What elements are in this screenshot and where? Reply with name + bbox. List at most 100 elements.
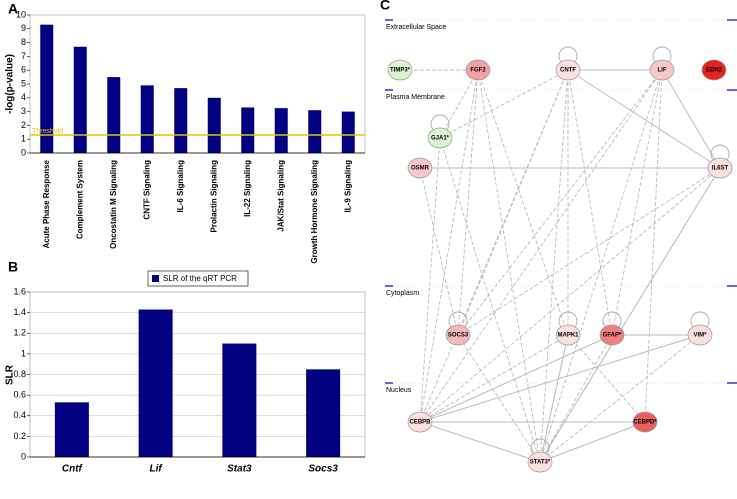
x-tick-label: Stat3 bbox=[227, 464, 252, 475]
bar bbox=[274, 108, 288, 153]
x-tick-label: IL-6 Signaling bbox=[176, 160, 185, 213]
y-tick-label: 0.2 bbox=[13, 431, 26, 441]
x-tick-label: CNTF Signaling bbox=[142, 160, 151, 220]
x-tick-label: Complement System bbox=[75, 160, 84, 239]
edge bbox=[419, 69, 663, 423]
bar bbox=[140, 85, 154, 153]
node bbox=[427, 127, 453, 149]
x-tick-label: Lif bbox=[150, 464, 164, 475]
edge bbox=[419, 334, 701, 423]
node bbox=[707, 157, 733, 179]
node-label: GJA1* bbox=[431, 136, 450, 142]
node-label: SOCS3 bbox=[448, 333, 469, 339]
node bbox=[387, 59, 413, 81]
y-tick-label: 0.4 bbox=[13, 410, 26, 420]
bar bbox=[306, 369, 341, 457]
y-axis-label: -log(p-value) bbox=[5, 54, 16, 114]
edge bbox=[419, 334, 569, 423]
edge bbox=[477, 69, 541, 463]
y-tick-label: 1 bbox=[21, 134, 26, 144]
edge bbox=[419, 334, 613, 423]
edge bbox=[567, 69, 613, 336]
compartment-label: Cytoplasm bbox=[386, 290, 419, 297]
y-axis-label: SLR bbox=[5, 364, 16, 385]
x-tick-label: Acute Phase Response bbox=[42, 159, 51, 248]
panel-label: C bbox=[380, 0, 390, 13]
compartment-label: Extracellular Space bbox=[386, 24, 446, 31]
node-label: STAT3* bbox=[530, 460, 551, 466]
legend-box bbox=[147, 270, 249, 287]
edge bbox=[419, 167, 459, 336]
edge bbox=[457, 69, 663, 336]
compartment-label: Plasma Membrane bbox=[386, 94, 445, 101]
edge bbox=[567, 334, 646, 423]
edge bbox=[457, 167, 721, 336]
panel-label: B bbox=[8, 259, 18, 275]
edge bbox=[539, 334, 569, 463]
edge bbox=[539, 334, 613, 463]
edge bbox=[611, 69, 663, 336]
node-label: FGF2 bbox=[470, 68, 486, 74]
y-tick-label: 2 bbox=[21, 120, 26, 130]
node-label: LIF bbox=[658, 68, 667, 74]
y-tick-label: 4 bbox=[21, 92, 26, 102]
node bbox=[555, 59, 581, 81]
y-tick-label: 0.6 bbox=[13, 390, 26, 400]
y-tick-label: 0 bbox=[21, 451, 26, 461]
y-tick-label: 0 bbox=[21, 147, 26, 157]
node-label: GFAP* bbox=[603, 333, 622, 339]
x-tick-label: IL-9 Signaling bbox=[343, 160, 352, 213]
edge bbox=[661, 69, 721, 169]
node-label: EDN2 bbox=[706, 68, 723, 74]
x-tick-label: IL-22 Signaling bbox=[243, 160, 252, 217]
node bbox=[687, 324, 713, 346]
node bbox=[555, 324, 581, 346]
edge bbox=[439, 69, 479, 139]
node bbox=[649, 59, 675, 81]
x-tick-label: Prolactin Signaling bbox=[209, 160, 218, 233]
edge bbox=[439, 137, 541, 463]
x-tick-label: Socs3 bbox=[308, 464, 338, 475]
edge bbox=[539, 69, 569, 463]
bar bbox=[222, 343, 257, 457]
edge bbox=[539, 167, 721, 463]
node-label: TIMP3* bbox=[390, 68, 411, 74]
node bbox=[407, 157, 433, 179]
panel-label: A bbox=[8, 1, 18, 17]
bar bbox=[54, 402, 89, 457]
edge bbox=[457, 69, 479, 336]
y-tick-label: 3 bbox=[21, 106, 26, 116]
y-tick-label: 1.2 bbox=[13, 328, 26, 338]
x-tick-label: Growth Hormone Signaling bbox=[310, 160, 319, 264]
node bbox=[407, 411, 433, 433]
edge bbox=[477, 69, 569, 336]
bar bbox=[73, 46, 87, 153]
bar bbox=[241, 107, 255, 153]
y-tick-label: 0.8 bbox=[13, 369, 26, 379]
edge bbox=[419, 69, 479, 423]
edge bbox=[644, 69, 663, 423]
bar bbox=[207, 97, 221, 153]
bar bbox=[308, 110, 322, 153]
threshold-label: Threshold bbox=[32, 128, 63, 135]
y-tick-label: 9 bbox=[21, 23, 26, 33]
x-tick-label: JAK/Stat Signaling bbox=[276, 160, 285, 232]
legend-swatch bbox=[152, 275, 159, 282]
edge bbox=[457, 334, 541, 463]
node-label: OSMR bbox=[411, 166, 430, 172]
edges bbox=[400, 69, 721, 463]
edge bbox=[419, 421, 541, 463]
bar bbox=[107, 77, 121, 153]
y-tick-label: 1.4 bbox=[13, 307, 26, 317]
node-label: VIM* bbox=[693, 333, 707, 339]
legend-label: SLR of the qRT PCR bbox=[163, 274, 237, 283]
edge bbox=[539, 334, 701, 463]
node-label: IL6ST bbox=[712, 166, 729, 172]
node bbox=[632, 411, 658, 433]
y-tick-label: 1 bbox=[21, 348, 26, 358]
bar bbox=[174, 88, 188, 153]
y-tick-label: 1.6 bbox=[13, 286, 26, 296]
node bbox=[701, 59, 727, 81]
bar bbox=[138, 309, 173, 457]
x-tick-label: Oncostatin M Signaling bbox=[109, 160, 118, 249]
